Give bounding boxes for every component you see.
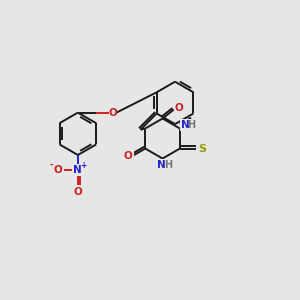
Text: O: O: [74, 187, 82, 196]
Text: O: O: [54, 165, 62, 175]
Text: +: +: [80, 160, 86, 169]
Text: N: N: [181, 120, 190, 130]
Text: O: O: [124, 152, 133, 161]
Text: S: S: [199, 143, 207, 154]
Text: O: O: [108, 108, 117, 118]
Text: -: -: [50, 161, 53, 170]
Text: H: H: [187, 120, 195, 130]
Text: O: O: [175, 103, 183, 113]
Text: N: N: [74, 165, 82, 175]
Text: H: H: [164, 160, 172, 170]
Text: N: N: [157, 160, 166, 170]
